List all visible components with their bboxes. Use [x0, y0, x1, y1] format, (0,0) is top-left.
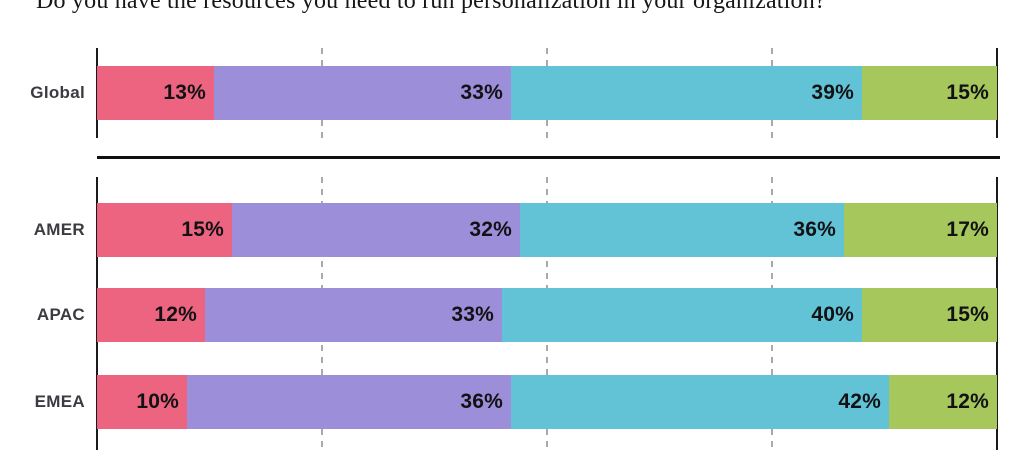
bar-segment: 40%: [502, 288, 862, 342]
bar-row-global: Global 13% 33% 39% 15%: [0, 66, 1024, 120]
row-label: Global: [30, 83, 85, 102]
segment-value: 15%: [181, 218, 224, 241]
bar-segment: 39%: [511, 66, 862, 120]
segment-value: 12%: [154, 303, 197, 326]
segment-value: 33%: [451, 303, 494, 326]
bar-row-apac: APAC 12% 33% 40% 15%: [0, 288, 1024, 342]
axis-line-100: [996, 177, 998, 450]
segment-value: 33%: [460, 81, 503, 104]
bar-segment: 15%: [862, 66, 997, 120]
bar-row-amer: AMER 15% 32% 36% 17%: [0, 203, 1024, 257]
chart-group-regions: AMER 15% 32% 36% 17% APAC 12% 33% 40% 15% EMEA 10% 3…: [0, 177, 1024, 450]
segment-value: 36%: [460, 390, 503, 413]
segment-value: 36%: [793, 218, 836, 241]
bar-segment: 33%: [214, 66, 511, 120]
bar-segment: 36%: [187, 375, 511, 429]
axis-line-100: [996, 48, 998, 138]
bar-segment: 15%: [862, 288, 997, 342]
row-label: EMEA: [34, 392, 85, 411]
segment-value: 12%: [946, 390, 989, 413]
bar-segment: 36%: [520, 203, 844, 257]
segment-value: 10%: [136, 390, 179, 413]
group-divider-line: [97, 156, 1000, 159]
bar-segment: 17%: [844, 203, 997, 257]
bar-segment: 15%: [97, 203, 232, 257]
segment-value: 13%: [163, 81, 206, 104]
segment-value: 42%: [838, 390, 881, 413]
row-label: APAC: [36, 305, 85, 324]
bar-segment: 33%: [205, 288, 502, 342]
stacked-bar: 15% 32% 36% 17%: [97, 203, 997, 257]
bar-segment: 12%: [889, 375, 997, 429]
bar-segment: 13%: [97, 66, 214, 120]
segment-value: 15%: [946, 303, 989, 326]
bar-segment: 42%: [511, 375, 889, 429]
chart-title: Do you have the resources you need to ru…: [36, 0, 826, 14]
segment-value: 15%: [946, 81, 989, 104]
stacked-bar: 13% 33% 39% 15%: [97, 66, 997, 120]
chart-group-global: Global 13% 33% 39% 15%: [0, 48, 1024, 138]
segment-value: 32%: [469, 218, 512, 241]
segment-value: 40%: [811, 303, 854, 326]
stacked-bar: 10% 36% 42% 12%: [97, 375, 997, 429]
bar-row-emea: EMEA 10% 36% 42% 12%: [0, 375, 1024, 429]
bar-segment: 12%: [97, 288, 205, 342]
bar-segment: 10%: [97, 375, 187, 429]
row-label: AMER: [33, 220, 85, 239]
stacked-bar: 12% 33% 40% 15%: [97, 288, 997, 342]
segment-value: 39%: [811, 81, 854, 104]
segment-value: 17%: [946, 218, 989, 241]
bar-segment: 32%: [232, 203, 520, 257]
